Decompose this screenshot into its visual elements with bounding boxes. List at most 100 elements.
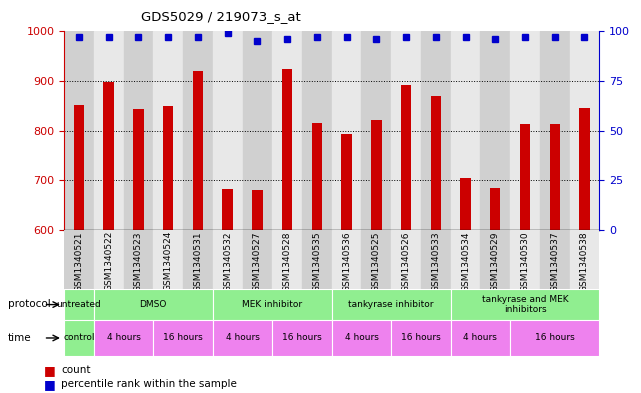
- Bar: [94, 320, 153, 356]
- Text: GSM1340533: GSM1340533: [431, 231, 440, 292]
- Bar: [401, 84, 412, 230]
- Text: control: control: [63, 334, 95, 342]
- Bar: [94, 230, 124, 289]
- Bar: [64, 31, 94, 230]
- Bar: [342, 134, 352, 230]
- Bar: [213, 289, 332, 320]
- Text: GSM1340521: GSM1340521: [74, 231, 83, 292]
- Bar: [103, 82, 114, 230]
- Bar: [302, 31, 331, 230]
- Text: GSM1340529: GSM1340529: [491, 231, 500, 292]
- Bar: [520, 124, 530, 230]
- Bar: [540, 230, 570, 289]
- Bar: [124, 31, 153, 230]
- Bar: [213, 31, 242, 230]
- Text: ■: ■: [44, 364, 55, 377]
- Text: GSM1340527: GSM1340527: [253, 231, 262, 292]
- Bar: [510, 230, 540, 289]
- Bar: [391, 320, 451, 356]
- Text: GSM1340538: GSM1340538: [580, 231, 589, 292]
- Bar: [332, 230, 362, 289]
- Bar: [183, 31, 213, 230]
- Bar: [153, 320, 213, 356]
- Text: GSM1340525: GSM1340525: [372, 231, 381, 292]
- Bar: [391, 31, 421, 230]
- Bar: [64, 320, 94, 356]
- Text: count: count: [61, 365, 90, 375]
- Bar: [193, 71, 203, 230]
- Text: 4 hours: 4 hours: [226, 334, 260, 342]
- Text: GSM1340534: GSM1340534: [461, 231, 470, 292]
- Text: GDS5029 / 219073_s_at: GDS5029 / 219073_s_at: [141, 10, 301, 23]
- Text: 4 hours: 4 hours: [344, 334, 378, 342]
- Bar: [510, 320, 599, 356]
- Bar: [421, 230, 451, 289]
- Bar: [451, 31, 480, 230]
- Text: GSM1340526: GSM1340526: [401, 231, 410, 292]
- Text: tankyrase inhibitor: tankyrase inhibitor: [349, 300, 434, 309]
- Text: time: time: [8, 333, 31, 343]
- Text: percentile rank within the sample: percentile rank within the sample: [61, 379, 237, 389]
- Bar: [460, 178, 470, 230]
- Bar: [570, 31, 599, 230]
- Text: GSM1340522: GSM1340522: [104, 231, 113, 292]
- Bar: [362, 31, 391, 230]
- Bar: [421, 31, 451, 230]
- Bar: [332, 31, 362, 230]
- Bar: [153, 31, 183, 230]
- Text: 16 hours: 16 hours: [535, 334, 574, 342]
- Bar: [312, 123, 322, 230]
- Bar: [124, 230, 153, 289]
- Text: 16 hours: 16 hours: [163, 334, 203, 342]
- Bar: [163, 107, 173, 230]
- Bar: [302, 230, 331, 289]
- Text: GSM1340523: GSM1340523: [134, 231, 143, 292]
- Bar: [282, 69, 292, 230]
- Bar: [64, 289, 94, 320]
- Text: tankyrase and MEK
inhibitors: tankyrase and MEK inhibitors: [481, 295, 569, 314]
- Text: GSM1340524: GSM1340524: [163, 231, 172, 292]
- Bar: [371, 120, 381, 230]
- Bar: [480, 230, 510, 289]
- Text: GSM1340530: GSM1340530: [520, 231, 529, 292]
- Bar: [94, 289, 213, 320]
- Bar: [242, 31, 272, 230]
- Bar: [74, 105, 84, 230]
- Bar: [451, 230, 480, 289]
- Bar: [332, 320, 391, 356]
- Bar: [272, 31, 302, 230]
- Bar: [64, 230, 94, 289]
- Text: protocol: protocol: [8, 299, 51, 309]
- Bar: [272, 320, 332, 356]
- Bar: [213, 230, 242, 289]
- Text: untreated: untreated: [56, 300, 101, 309]
- Bar: [222, 189, 233, 230]
- Bar: [252, 190, 263, 230]
- Text: GSM1340535: GSM1340535: [312, 231, 321, 292]
- Text: MEK inhibitor: MEK inhibitor: [242, 300, 303, 309]
- Bar: [391, 230, 421, 289]
- Bar: [570, 230, 599, 289]
- Text: GSM1340532: GSM1340532: [223, 231, 232, 292]
- Text: 16 hours: 16 hours: [401, 334, 441, 342]
- Bar: [332, 289, 451, 320]
- Text: GSM1340528: GSM1340528: [283, 231, 292, 292]
- Bar: [431, 96, 441, 230]
- Bar: [549, 124, 560, 230]
- Text: ■: ■: [44, 378, 55, 391]
- Bar: [94, 31, 124, 230]
- Bar: [213, 320, 272, 356]
- Text: 4 hours: 4 hours: [463, 334, 497, 342]
- Bar: [540, 31, 570, 230]
- Text: DMSO: DMSO: [140, 300, 167, 309]
- Bar: [153, 230, 183, 289]
- Bar: [362, 230, 391, 289]
- Bar: [451, 320, 510, 356]
- Bar: [133, 109, 144, 230]
- Bar: [183, 230, 213, 289]
- Text: 16 hours: 16 hours: [282, 334, 322, 342]
- Text: 4 hours: 4 hours: [106, 334, 140, 342]
- Bar: [272, 230, 302, 289]
- Bar: [510, 31, 540, 230]
- Bar: [490, 188, 501, 230]
